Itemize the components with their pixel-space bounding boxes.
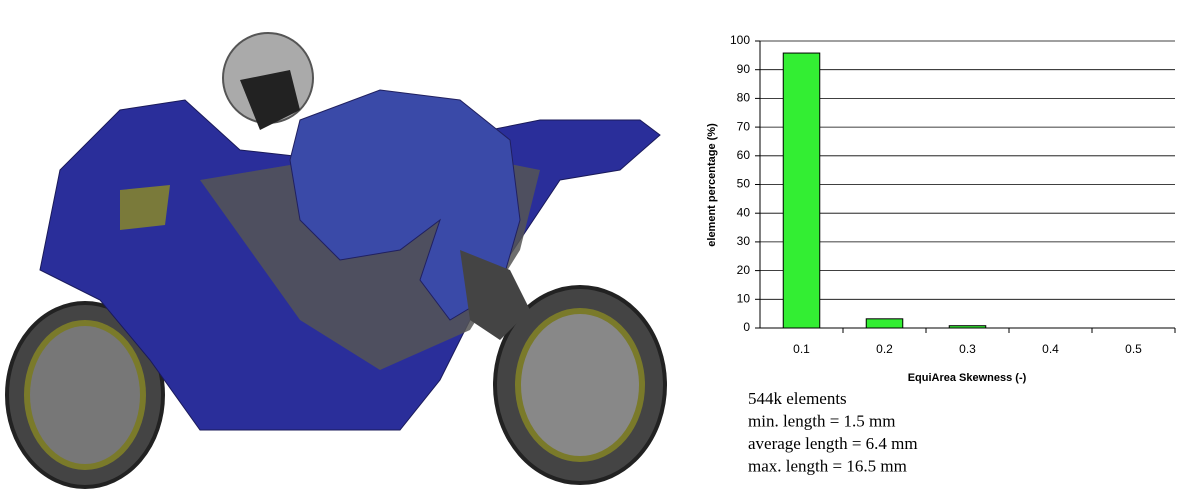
y-axis-label: element percentage (%) (706, 123, 718, 247)
y-tick-label: 80 (737, 91, 751, 105)
chart: element percentage (%) EquiArea Skewness… (706, 33, 1175, 475)
x-tick-label: 0.1 (793, 342, 810, 356)
rear-rim (518, 311, 642, 459)
visor (240, 70, 300, 130)
annotation: min. length = 1.5 mm (748, 411, 895, 430)
bar (949, 326, 986, 328)
bar (866, 319, 903, 328)
y-tick-label: 70 (737, 119, 751, 133)
x-tick-label: 0.4 (1042, 342, 1059, 356)
x-axis-label: EquiArea Skewness (-) (908, 372, 1027, 384)
y-tick-label: 50 (737, 177, 751, 191)
headlight (120, 185, 170, 230)
y-tick-label: 0 (743, 320, 750, 334)
y-tick-label: 10 (737, 291, 751, 305)
y-tick-label: 100 (730, 33, 750, 47)
figure: element percentage (%) EquiArea Skewness… (0, 0, 1199, 497)
y-tick-label: 30 (737, 234, 751, 248)
bar (783, 53, 820, 328)
x-tick-label: 0.5 (1125, 342, 1142, 356)
annotation: average length = 6.4 mm (748, 434, 918, 453)
front-rim (27, 323, 143, 467)
x-tick-label: 0.2 (876, 342, 893, 356)
x-tick-label: 0.3 (959, 342, 976, 356)
annotation: max. length = 16.5 mm (748, 456, 907, 475)
page: {"chart_data": {"type": "bar", "xlabel":… (0, 0, 1199, 497)
y-tick-label: 20 (737, 263, 751, 277)
y-tick-label: 60 (737, 148, 751, 162)
y-tick-label: 40 (737, 205, 751, 219)
annotation: 544k elements (748, 389, 847, 408)
motorcycle-mesh-image (7, 33, 665, 487)
y-tick-label: 90 (737, 62, 751, 76)
